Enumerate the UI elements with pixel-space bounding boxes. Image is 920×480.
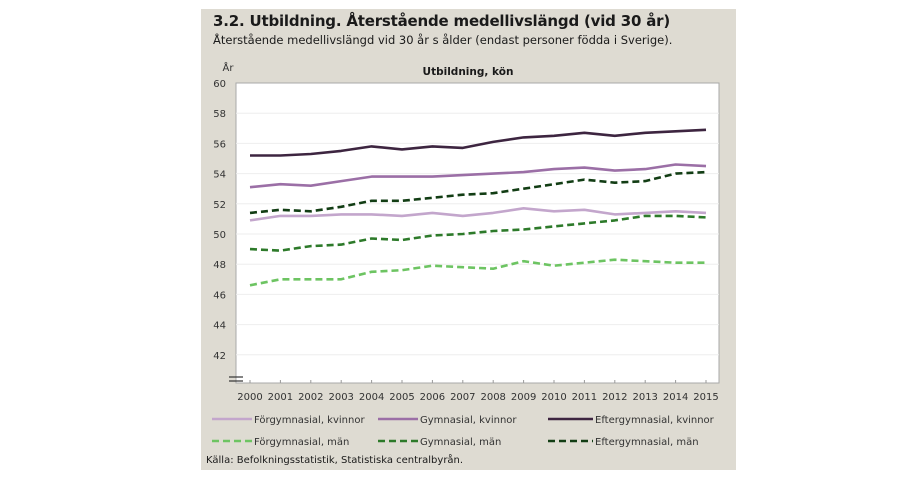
x-tick-label: 2009	[511, 392, 536, 403]
legend: Förgymnasial, kvinnor Gymnasial, kvinnor E…	[212, 415, 715, 448]
y-tick-label: 48	[213, 260, 226, 271]
x-tick-label: 2014	[663, 392, 688, 403]
plot-area	[235, 82, 720, 384]
legend-label: Förgymnasial, män	[254, 437, 349, 448]
y-tick-label: 56	[213, 139, 226, 150]
y-tick-label: 46	[213, 290, 226, 301]
legend-label: Gymnasial, kvinnor	[420, 415, 517, 426]
x-tick-label: 2000	[237, 392, 262, 403]
figure-subtitle: Återstående medellivslängd vid 30 år s å…	[213, 33, 673, 47]
x-tick-label: 2002	[298, 392, 323, 403]
y-tick-label: 52	[213, 200, 226, 211]
y-axis-label: År	[223, 61, 235, 74]
y-tick-label: 58	[213, 109, 226, 120]
source-note: Källa: Befolkningsstatistik, Statistiska…	[206, 455, 464, 466]
legend-label: Eftergymnasial, män	[595, 437, 699, 448]
y-tick-label: 50	[213, 230, 226, 241]
series-line-2	[250, 128, 707, 157]
x-tick-label: 2005	[389, 392, 414, 403]
x-tick-label: 2003	[328, 392, 353, 403]
legend-label: Gymnasial, män	[420, 437, 501, 448]
y-tick-label: 60	[213, 79, 226, 90]
series-line-1	[249, 163, 707, 189]
chart-title: Utbildning, kön	[423, 66, 514, 78]
x-tick-label: 2012	[602, 392, 627, 403]
axis-break-icon	[229, 376, 243, 382]
x-tick-label: 2001	[268, 392, 293, 403]
x-tick-label: 2011	[572, 392, 597, 403]
legend-label: Förgymnasial, kvinnor	[254, 415, 365, 426]
x-tick-label: 2004	[359, 392, 384, 403]
x-tick-label: 2010	[541, 392, 566, 403]
y-tick-label: 42	[213, 351, 226, 362]
figure-title: 3.2. Utbildning. Återstående medellivslä…	[213, 12, 671, 30]
legend-label: Eftergymnasial, kvinnor	[595, 415, 715, 426]
x-tick-label: 2006	[420, 392, 445, 403]
y-tick-label: 44	[213, 321, 226, 332]
x-tick-label: 2008	[480, 392, 505, 403]
x-tick-label: 2007	[450, 392, 475, 403]
x-tick-labels: 2000 2001 2002 2003 2004 2005 2006 2007 2008 2009…	[237, 380, 719, 403]
x-tick-label: 2015	[693, 392, 718, 403]
x-tick-label: 2013	[632, 392, 657, 403]
series-line-0	[249, 207, 707, 222]
y-tick-label: 54	[213, 170, 226, 181]
series-lines	[249, 128, 707, 287]
y-tick-labels: 42 44 46 48 50 52 54 56 58 60	[213, 79, 226, 362]
